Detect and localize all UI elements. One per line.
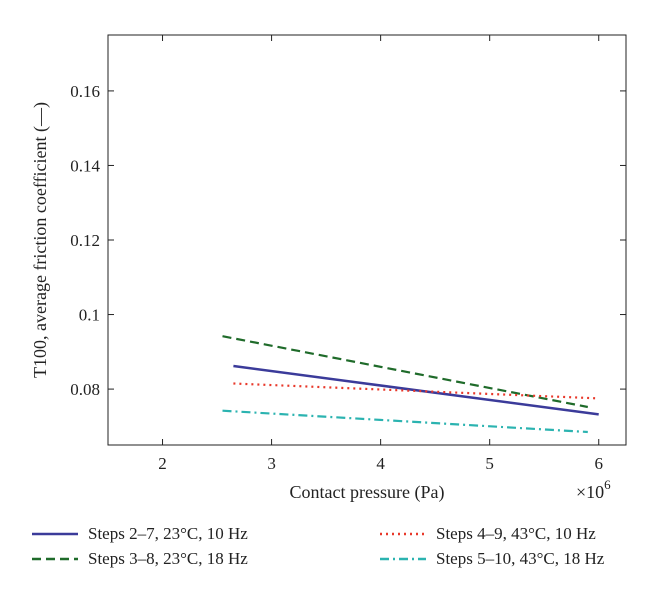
series-line-4 — [222, 409, 588, 434]
y-axis-label: T100, average friction coefficient (—) — [30, 102, 51, 378]
series-line-1 — [233, 364, 599, 416]
y-tick-label: 0.12 — [70, 231, 100, 250]
legend: Steps 2–7, 23°C, 10 Hz Steps 4–9, 43°C, 1… — [32, 524, 605, 568]
x-tick-label: 2 — [158, 454, 167, 473]
series-line-2 — [222, 335, 589, 409]
legend-label-1: Steps 2–7, 23°C, 10 Hz — [88, 524, 248, 543]
legend-label-4: Steps 5–10, 43°C, 18 Hz — [436, 549, 605, 568]
y-tick-label: 0.14 — [70, 156, 100, 175]
x-tick-label: 4 — [376, 454, 385, 473]
legend-label-2: Steps 3–8, 23°C, 18 Hz — [88, 549, 248, 568]
legend-label-3: Steps 4–9, 43°C, 10 Hz — [436, 524, 596, 543]
x-multiplier: ×106 — [576, 477, 611, 502]
series-lines — [222, 335, 599, 434]
y-tick-label: 0.16 — [70, 82, 100, 101]
axis-ticks: 2 3 4 5 6 0.08 0.1 0.12 0.14 0.16 — [70, 35, 626, 473]
x-axis-label: Contact pressure (Pa) — [290, 482, 445, 503]
x-tick-label: 5 — [485, 454, 494, 473]
x-tick-label: 6 — [594, 454, 603, 473]
y-tick-label: 0.08 — [70, 380, 100, 399]
series-line-3 — [233, 382, 599, 400]
x-tick-label: 3 — [267, 454, 276, 473]
y-tick-label: 0.1 — [79, 306, 100, 325]
